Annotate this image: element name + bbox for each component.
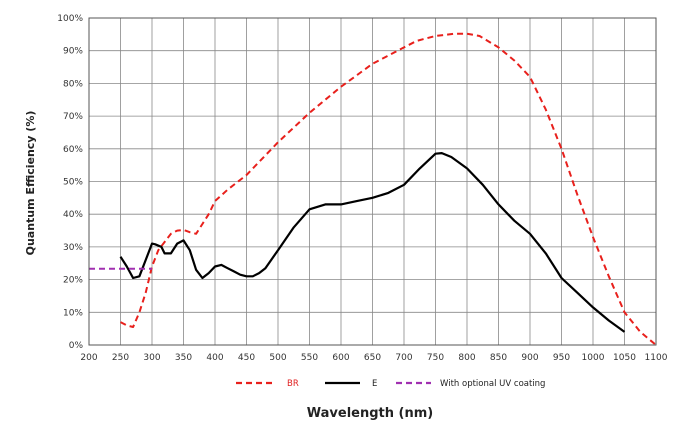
grid [88, 17, 657, 346]
y-tick-label: 100% [57, 14, 83, 24]
x-tick-label: 1000 [582, 353, 605, 363]
y-tick-label: 40% [63, 210, 83, 220]
y-tick-label: 60% [63, 145, 83, 155]
x-tick-label: 550 [301, 353, 318, 363]
series-lines [89, 32, 657, 346]
y-tick-label: 90% [63, 47, 83, 57]
y-tick-label: 0% [69, 341, 84, 351]
x-tick-label: 950 [553, 353, 570, 363]
x-tick-label: 200 [80, 353, 97, 363]
y-tick-label: 20% [63, 276, 83, 286]
x-tick-label: 400 [206, 353, 223, 363]
legend-label-uv: With optional UV coating [440, 379, 545, 389]
legend-label-br: BR [287, 379, 299, 389]
legend-label-e: E [372, 379, 377, 389]
x-tick-label: 350 [175, 353, 192, 363]
y-tick-label: 50% [63, 178, 83, 188]
x-tick-label: 450 [238, 353, 255, 363]
plot-border [88, 17, 657, 346]
series-line-e [119, 152, 626, 333]
x-tick-label: 1100 [645, 353, 668, 363]
x-tick-label: 250 [112, 353, 129, 363]
y-tick-labels: 0% 10% 20% 30% 40% 50% 60% 70% 80% 90% 100% [57, 14, 83, 351]
x-axis-label: Wavelength (nm) [307, 406, 433, 421]
legend: BR E With optional UV coating [236, 379, 545, 389]
y-axis-label: Quantum Efficiency (%) [24, 111, 37, 256]
x-tick-label: 300 [143, 353, 160, 363]
series-line-br [120, 32, 657, 346]
x-tick-label: 600 [332, 353, 349, 363]
y-tick-label: 30% [63, 243, 83, 253]
y-tick-label: 80% [63, 79, 83, 89]
x-tick-label: 750 [427, 353, 444, 363]
x-tick-label: 850 [490, 353, 507, 363]
plot-frame [88, 17, 657, 346]
x-tick-label: 500 [269, 353, 286, 363]
y-tick-label: 70% [63, 112, 83, 122]
x-tick-label: 800 [458, 353, 475, 363]
x-tick-labels: 200 250 300 350 400 450 500 550 600 650 700 750 800 8… [80, 353, 667, 363]
x-tick-label: 650 [364, 353, 381, 363]
y-tick-label: 10% [63, 308, 83, 318]
x-tick-label: 900 [521, 353, 538, 363]
x-tick-label: 1050 [613, 353, 636, 363]
x-tick-label: 700 [395, 353, 412, 363]
